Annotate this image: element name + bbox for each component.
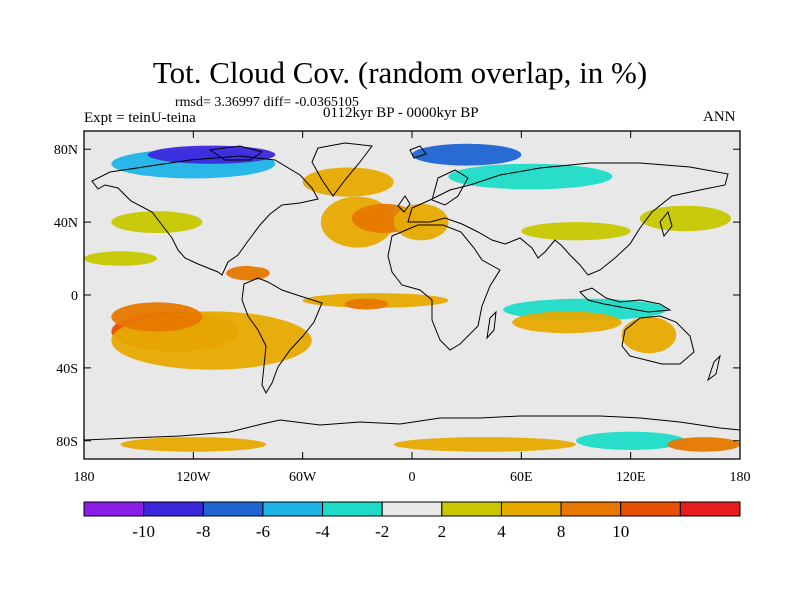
colorbar: -10 -8 -6 -4 -2 2 4 8 10 (83, 501, 741, 541)
lon-tick-label: 120E (616, 470, 646, 485)
colorbar-swatch (202, 501, 264, 517)
colorbar-label: 4 (497, 522, 506, 541)
anomaly-region-25 (576, 431, 686, 450)
colorbar-label: -10 (132, 522, 155, 541)
colorbar-label: -6 (256, 522, 270, 541)
coastline-svalbard (409, 145, 427, 159)
lon-axis: 180 120W 60W 0 60E 120E 180 (74, 131, 751, 485)
coastline-arctic-islands (208, 145, 264, 161)
colorbar-swatch (83, 501, 145, 517)
anomaly-region-31 (694, 240, 740, 259)
anomaly-region-30 (521, 222, 631, 241)
colorbar-swatch (500, 501, 562, 517)
coastline-north-america (91, 155, 319, 276)
lat-tick-label: 0 (71, 289, 78, 304)
anomaly-region-18 (621, 316, 677, 354)
colorbar-label: -4 (315, 522, 330, 541)
coastline-new-zealand (707, 354, 721, 382)
coastline-indonesia (579, 287, 672, 313)
plot-title: Tot. Cloud Cov. (random overlap, in %) (152, 55, 648, 90)
colorbar-swatch (679, 501, 741, 517)
anomaly-region-33 (193, 222, 267, 241)
experiment-label: Expt = teinU-teina (84, 110, 196, 126)
lon-tick-label: 60W (289, 470, 317, 485)
coastlines (84, 142, 740, 441)
coastline-antarctica (84, 415, 740, 441)
colorbar-swatch (143, 501, 204, 517)
coastline-greenland (311, 142, 373, 197)
colorbar-swatch (262, 501, 324, 517)
coastline-australia (621, 315, 695, 365)
lat-tick-label: 80N (54, 143, 78, 158)
anomaly-region-20 (375, 313, 449, 332)
coastline-africa (387, 224, 501, 351)
anomaly-region-32 (84, 251, 157, 266)
anomaly-region-19 (512, 311, 622, 334)
anomaly-region-21 (226, 265, 270, 281)
coastline-madagascar (486, 310, 497, 340)
colorbar-swatch (560, 501, 622, 517)
anomaly-region-23 (120, 437, 267, 452)
colorbar-label: 8 (557, 522, 566, 541)
anomaly-region-28 (484, 242, 558, 261)
anomaly-region-6 (302, 167, 394, 197)
coastline-south-america (241, 277, 323, 395)
colorbar-swatch (322, 501, 383, 517)
anomaly-region-14 (402, 267, 567, 286)
colorbar-swatch (620, 501, 681, 517)
lat-tick-label: 80S (56, 435, 78, 450)
anomaly-region-24 (393, 437, 576, 452)
lat-tick-label: 40N (54, 216, 78, 231)
anomaly-region-9 (412, 143, 522, 166)
anomaly-region-10 (448, 163, 613, 190)
period-label: 0112kyr BP - 0000kyr BP (323, 105, 479, 121)
anomaly-region-11 (111, 211, 203, 234)
lon-tick-label: 0 (409, 470, 416, 485)
anomaly-region-8 (147, 145, 276, 164)
anomaly-region-22 (238, 249, 294, 268)
season-label: ANN (703, 109, 736, 125)
lon-tick-label: 180 (730, 470, 751, 485)
anomaly-region-2 (111, 302, 203, 332)
colorbar-swatch (381, 501, 443, 517)
lon-tick-label: 60E (510, 470, 533, 485)
anomaly-region-12 (639, 205, 731, 232)
anomaly-region-27 (667, 437, 740, 452)
stats-label: rmsd= 3.36997 diff= -0.0365105 (175, 95, 359, 110)
lon-tick-label: 180 (74, 470, 95, 485)
anomaly-region-29 (576, 245, 649, 272)
colorbar-label: 2 (438, 522, 447, 541)
colorbar-label: 10 (612, 522, 629, 541)
colorbar-swatch (441, 501, 502, 517)
colorbar-label: -8 (196, 522, 210, 541)
coastline-japan (659, 210, 673, 238)
anomaly-field (84, 143, 740, 452)
coastline-eurasia (407, 162, 729, 276)
anomaly-region-26 (266, 437, 340, 452)
coastline-british-isles (397, 195, 411, 213)
lon-tick-label: 120W (176, 470, 211, 485)
anomaly-region-15 (84, 276, 230, 292)
colorbar-label: -2 (375, 522, 389, 541)
coastline-scandinavia (431, 169, 469, 206)
anomaly-region-17 (344, 298, 389, 310)
lat-tick-label: 40S (56, 362, 78, 377)
lat-axis: 80N 40N 0 40S 80S (54, 143, 740, 450)
